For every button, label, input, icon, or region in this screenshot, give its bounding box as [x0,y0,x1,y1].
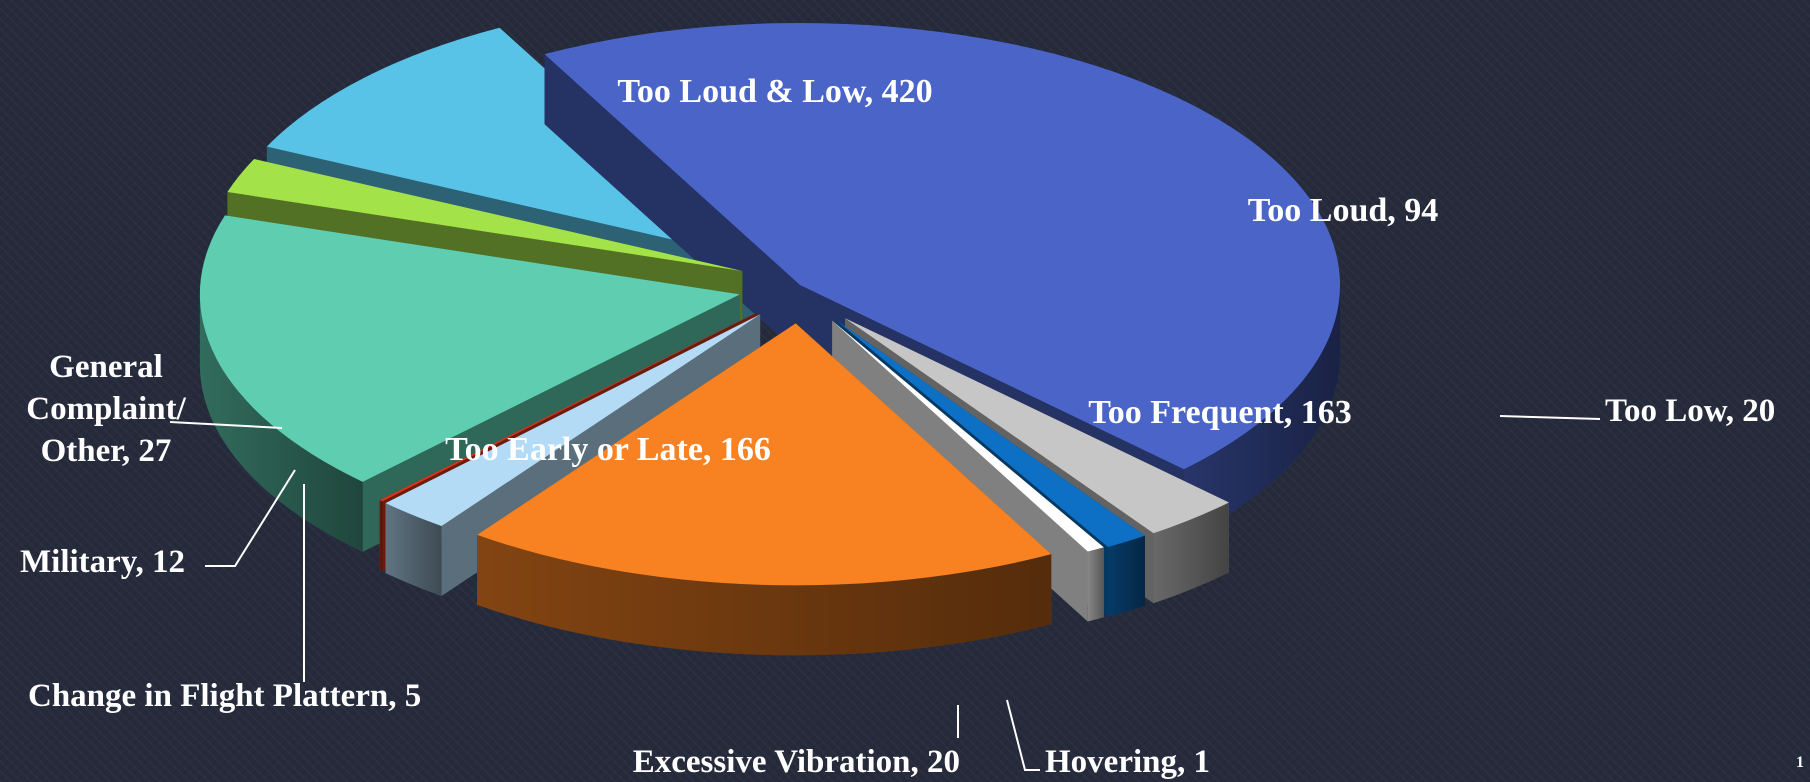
pie-slice-top [836,320,1146,548]
pie-slice-top [199,215,740,482]
slice-label: Hovering, 1 [1045,744,1210,780]
slice-label: Too Frequent, 163 [1088,394,1352,431]
slice-label: Too Loud & Low, 420 [617,73,932,110]
slice-label: General [49,349,163,385]
pie-slice-top [385,314,761,526]
pie-slice-rim-shade [1153,502,1229,604]
pie-slice-top [832,320,1104,552]
pie-slice-rim-shade [1108,535,1146,618]
pie-slice-wall [385,314,761,574]
leader-line [1499,415,1601,420]
leader-line [1006,699,1040,771]
slice-label: Too Loud, 94 [1248,192,1439,229]
pie-slice-top [477,323,1052,586]
slice-label: Complaint/ [26,391,186,427]
leader-line [205,469,296,567]
page-number: 1 [1796,754,1804,771]
slice-label: Too Early or Late, 166 [445,431,771,468]
slice-label: Too Low, 20 [1605,393,1775,429]
pie-slice-rim-shade [199,294,363,552]
pie-slice-top [379,312,757,502]
pie-slice-rim-shade [1183,285,1340,540]
slice-label: Change in Flight Plattern, 5 [28,678,421,714]
pie-slice-top [845,318,1229,534]
pie-slice-rim-shade [379,500,383,572]
pie-slice-top [227,159,743,271]
pie-slice [477,323,1052,656]
pie-slice-top [544,22,1341,470]
pie-slice-rim-shade [385,503,442,596]
slice-label: Excessive Vibration, 20 [633,744,960,780]
slice-label: Other, 27 [41,433,172,469]
pie-slice-rim-shade [1087,547,1104,622]
slice-label: Military, 12 [20,544,185,580]
leader-line [169,421,283,429]
pie-slice-rim-shade [477,534,1052,656]
